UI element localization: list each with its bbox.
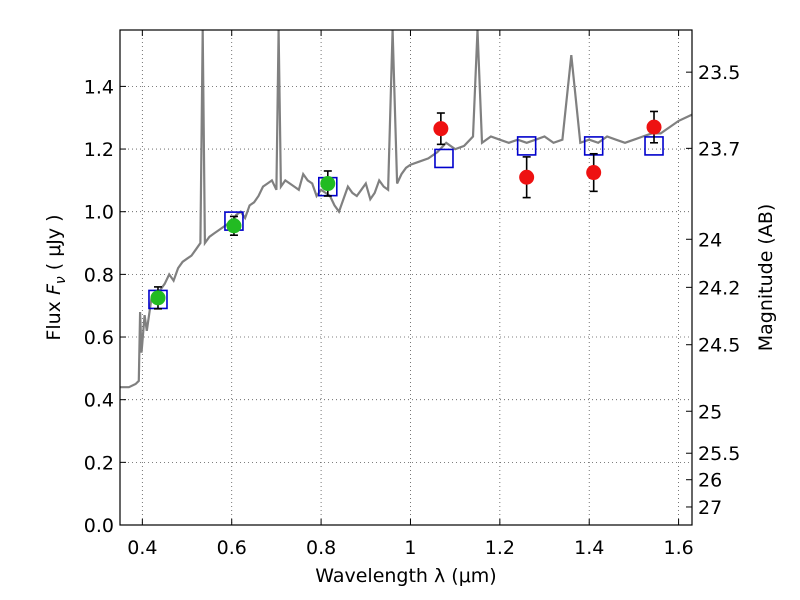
spectrum-line (120, 30, 692, 389)
nir-point (519, 169, 535, 185)
y-tick-label: 1.0 (84, 202, 114, 224)
y-label-suffix: ( μJy ) (43, 214, 65, 276)
y-tick-label: 0.2 (84, 452, 114, 474)
optical-point (320, 176, 336, 192)
y-label-var: F (43, 283, 65, 295)
y-label-sub: ν (53, 276, 69, 284)
observed-photometry-layer (150, 110, 662, 310)
mag-tick-label: 27 (698, 497, 722, 519)
x-tick-label: 1.4 (574, 537, 604, 559)
x-tick-label: 1.2 (485, 537, 515, 559)
axis-ticks: 0.4 0.6 0.8 1 1.2 1.4 1.6 0.0 0.2 0.4 0.6 0.8 1.0 1.2… (84, 30, 740, 559)
x-tick-label: 0.6 (217, 537, 247, 559)
nir-point (586, 165, 602, 181)
y-label-prefix: Flux (43, 295, 65, 341)
nir-point (433, 121, 449, 137)
x-tick-label: 1 (404, 537, 416, 559)
y-tick-label: 0.6 (84, 327, 114, 349)
nir-point (646, 119, 662, 135)
spectrum-layer (120, 30, 692, 389)
optical-point (150, 290, 166, 306)
mag-tick-label: 24.5 (698, 335, 740, 357)
x-tick-label: 0.8 (306, 537, 336, 559)
model-square (434, 148, 454, 169)
mag-tick-label: 26 (698, 470, 722, 492)
model-photometry-layer (148, 136, 664, 310)
mag-tick-label: 24 (698, 229, 722, 251)
x-tick-label: 0.4 (127, 537, 157, 559)
mag-tick-label: 24.2 (698, 277, 740, 299)
y-tick-label: 0.4 (84, 390, 114, 412)
optical-point (226, 218, 242, 234)
y-tick-label: 1.4 (84, 76, 114, 98)
grid-lines (120, 30, 692, 526)
plot-frame (119, 29, 693, 526)
x-axis-label: Wavelength λ (μm) (315, 565, 496, 587)
mag-tick-label: 25.5 (698, 443, 740, 465)
y-tick-label: 0.8 (84, 264, 114, 286)
y-axis-label-flux: Flux Fν ( μJy ) (43, 214, 69, 340)
mag-tick-label: 23.7 (698, 138, 740, 160)
y-tick-label: 1.2 (84, 139, 114, 161)
model-square (516, 136, 537, 156)
mag-tick-label: 23.5 (698, 62, 740, 84)
y-tick-label: 0.0 (84, 515, 114, 537)
mag-tick-label: 25 (698, 401, 722, 423)
y-axis-label-magnitude: Magnitude (AB) (755, 204, 777, 352)
x-tick-label: 1.6 (663, 537, 693, 559)
